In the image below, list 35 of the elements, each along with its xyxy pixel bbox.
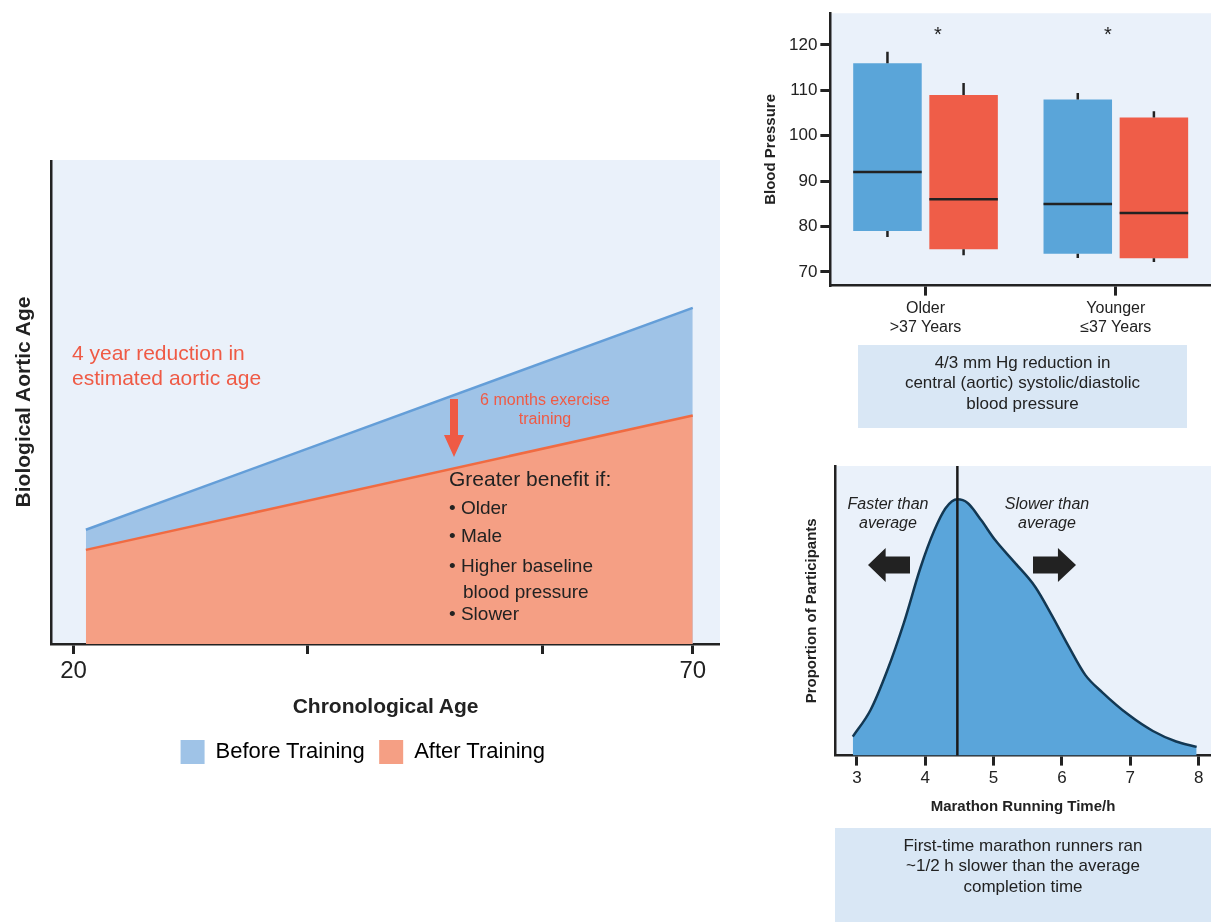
legend-label: Before Training xyxy=(215,738,365,764)
x-tick-label: 8 xyxy=(1193,768,1204,788)
y-tick-label: 100 xyxy=(788,125,818,145)
x-tick-label: Younger ≤37 Years xyxy=(1080,298,1152,335)
annotation: Greater benefit if: xyxy=(449,466,612,492)
y-tick-label: 110 xyxy=(790,80,818,100)
x-tick-label: 5 xyxy=(988,768,999,788)
text: First-time marathon runners ran ~1/2 h slower than the average completion time xyxy=(835,828,1211,922)
x-tick-label: 3 xyxy=(852,768,862,788)
text: 4/3 mm Hg reduction in central (aortic) systolic/diastolic blood pressure xyxy=(858,345,1187,428)
x-tick-label: 7 xyxy=(1125,768,1136,788)
x-tick-label: 20 xyxy=(60,656,87,684)
annotation: • Male xyxy=(449,525,503,548)
annotation: Faster than average xyxy=(846,494,930,533)
x-axis-title: Chronological Age xyxy=(292,694,479,718)
annotation: 4 year reduction in estimated aortic age xyxy=(72,340,263,391)
annotation: • Older xyxy=(449,497,508,520)
y-axis-title: Biological Aortic Age xyxy=(11,296,35,508)
annotation: * xyxy=(1103,22,1113,46)
y-axis-title: Proportion of Participants xyxy=(802,518,820,704)
legend-label: After Training xyxy=(414,738,546,764)
annotation: • Slower xyxy=(449,603,520,626)
annotation: 6 months exercise training xyxy=(479,390,611,429)
y-axis-title: Blood Pressure xyxy=(761,93,779,205)
y-tick-label: 120 xyxy=(788,34,818,54)
x-tick-label: 6 xyxy=(1057,768,1067,788)
y-tick-label: 80 xyxy=(798,216,818,236)
x-tick-label: Older >37 Years xyxy=(889,298,962,335)
x-axis-title: Marathon Running Time/h xyxy=(930,797,1116,815)
y-tick-label: 90 xyxy=(798,170,818,190)
annotation: * xyxy=(933,22,943,46)
x-tick-label: 4 xyxy=(920,768,930,788)
annotation: Slower than average xyxy=(1003,494,1091,533)
y-tick-label: 70 xyxy=(798,261,818,281)
annotation: • Higher baseline blood pressure xyxy=(449,554,594,604)
